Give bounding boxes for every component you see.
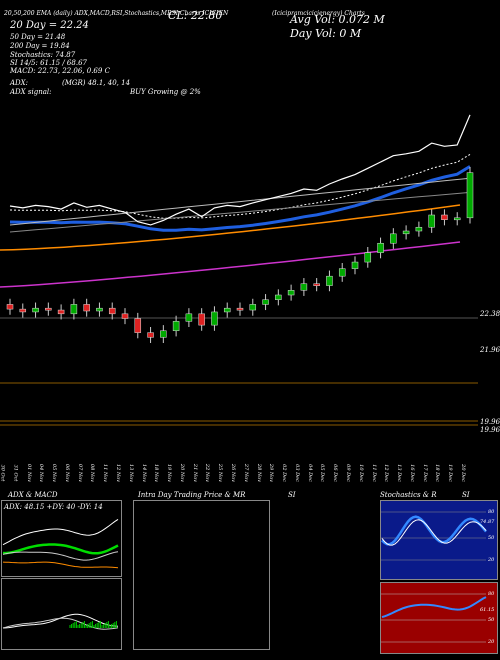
buy-signal: BUY Growing @ 2%	[130, 88, 201, 96]
main-price-chart	[0, 114, 478, 426]
candle-body	[236, 307, 244, 311]
candle-body	[57, 309, 65, 315]
candle-body	[377, 242, 384, 253]
rsi-tick: 20	[488, 639, 495, 645]
minus-di-line	[2, 551, 119, 561]
candle-body	[338, 268, 346, 277]
candle-body	[198, 313, 205, 326]
adx-smooth-line	[2, 561, 119, 569]
rsi-tick: 50	[488, 617, 495, 623]
candle-body	[160, 330, 167, 338]
price-axis-label: 19.96	[480, 426, 500, 434]
stoch-tick: 50	[488, 535, 495, 541]
candle-body	[96, 307, 103, 312]
candle-body	[390, 233, 397, 244]
grey-band-line	[9, 177, 471, 226]
candle-body	[83, 304, 90, 312]
candle-body	[134, 318, 142, 333]
rsi-line	[381, 596, 487, 619]
candle-body	[364, 252, 372, 263]
candle-body	[453, 217, 461, 221]
stoch-d-line	[381, 519, 487, 546]
adx-label: ADX:	[10, 79, 29, 87]
day-volume: Day Vol: 0 M	[290, 27, 362, 40]
candle-body	[402, 230, 410, 235]
trend-dotted-line	[9, 153, 471, 219]
adx-panel-title: ADX & MACD	[8, 491, 58, 499]
candle-body	[428, 214, 435, 228]
candle-body	[300, 283, 308, 291]
adx-signal-label: ADX signal:	[10, 88, 52, 96]
ema20-line	[9, 165, 471, 232]
ema200-readout: 200 Day = 19.84	[10, 42, 70, 50]
adx-line	[2, 518, 119, 546]
candle-body	[185, 313, 193, 322]
adx-values: (MGR) 48.1, 40, 14	[62, 79, 131, 87]
price-close-line	[9, 114, 471, 226]
stoch-panel-title: Stochastics & R	[380, 491, 437, 499]
candle-body	[466, 172, 474, 219]
stoch-tick: 80	[488, 509, 495, 515]
candle-body	[108, 307, 116, 315]
grey-band-line	[9, 191, 471, 233]
ema20-readout: 20 Day = 22.24	[10, 20, 89, 31]
candle-body	[415, 226, 423, 232]
ema50-line	[0, 204, 461, 251]
plus-di-line	[2, 543, 119, 555]
avg-volume: Avg Vol: 0.072 M	[290, 13, 385, 26]
chart-title: 20,50,200 EMA (daily) ADX,MACD,RSI,Stoch…	[4, 10, 229, 17]
macd-readout: MACD: 22.73, 22.06, 0.69 C	[10, 67, 110, 75]
price-level-lines	[0, 317, 478, 426]
close-price-line	[9, 114, 471, 226]
candle-body	[313, 283, 320, 286]
stochastics-readout: Stochastics: 74.87	[10, 51, 76, 59]
candle-body	[223, 307, 231, 313]
si-readout: SI 14/5: 61.15 / 68.67	[10, 59, 87, 67]
candle-body	[45, 307, 52, 311]
adx-panel-readout: ADX: 48.15 +DY: 40 -DY: 14	[4, 503, 103, 511]
candle-body	[147, 332, 154, 338]
candle-body	[275, 294, 282, 300]
intraday-si-label: SI	[288, 491, 296, 499]
candle-body	[351, 261, 359, 269]
candle-body	[70, 304, 78, 315]
rsi-tick: 80	[488, 591, 495, 597]
moving-average-lines	[0, 153, 471, 288]
stoch-value: 74.87	[480, 519, 495, 525]
stoch-si-label: SI	[462, 491, 470, 499]
candle-body	[32, 307, 39, 313]
candle-body	[211, 311, 218, 326]
candle-body	[326, 275, 333, 286]
candle-body	[249, 304, 257, 311]
macd-signal-line	[2, 617, 119, 630]
candle-body	[287, 290, 295, 296]
price-axis-label: 21.96	[480, 346, 500, 354]
price-axis-label: 19.96	[480, 418, 500, 426]
candle-body	[19, 308, 27, 313]
stoch-tick: 20	[488, 557, 495, 563]
price-axis-label: 22.38	[480, 310, 500, 318]
candle-body	[121, 313, 129, 319]
rsi-value: 61.15	[480, 607, 495, 613]
candle-body	[441, 214, 448, 220]
stoch-k-line	[381, 515, 487, 546]
intraday-panel	[133, 500, 270, 650]
adx-panel	[1, 500, 122, 577]
macd-panel	[1, 578, 122, 650]
candle-body	[6, 304, 14, 310]
chart-subtitle: (Icicipramcicicienergy) Charts	[272, 10, 365, 17]
ema50-readout: 50 Day = 21.48	[10, 33, 66, 41]
intraday-panel-title: Intra Day Trading Price & MR	[138, 491, 246, 499]
close-label: CL: 22.80	[168, 9, 223, 22]
candlesticks	[6, 167, 474, 343]
candle-body	[172, 321, 180, 332]
candle-body	[262, 299, 269, 305]
